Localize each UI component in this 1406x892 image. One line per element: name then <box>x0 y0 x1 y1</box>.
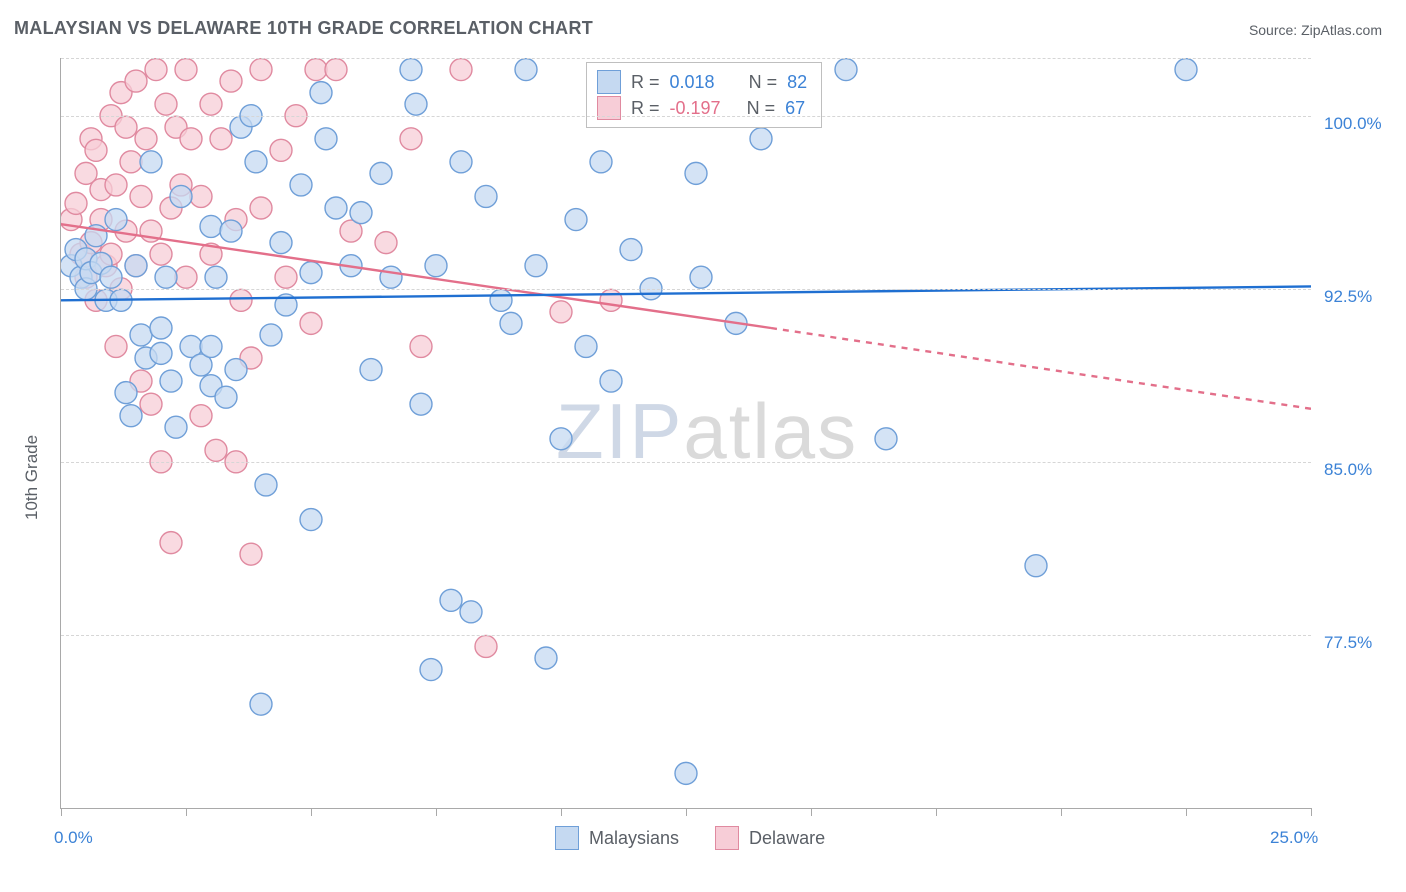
swatch-blue-icon <box>597 70 621 94</box>
y-tick-label: 85.0% <box>1324 460 1372 480</box>
y-tick-label: 92.5% <box>1324 287 1372 307</box>
scatter-svg <box>61 58 1311 808</box>
x-tick-last: 25.0% <box>1270 828 1318 848</box>
y-tick-label: 100.0% <box>1324 114 1382 134</box>
legend-label-pink: Delaware <box>749 828 825 849</box>
x-tick-first: 0.0% <box>54 828 93 848</box>
n-label-blue: N = <box>749 69 778 95</box>
legend-label-blue: Malaysians <box>589 828 679 849</box>
swatch-pink-icon <box>715 826 739 850</box>
source-label: Source: ZipAtlas.com <box>1249 22 1382 38</box>
y-tick-label: 77.5% <box>1324 633 1372 653</box>
legend-item-blue: Malaysians <box>555 826 679 850</box>
legend-stats-row-pink: R = -0.197 N = 67 <box>597 95 807 121</box>
r-value-pink: -0.197 <box>670 95 721 121</box>
n-value-pink: 67 <box>785 95 805 121</box>
r-value-blue: 0.018 <box>670 69 715 95</box>
chart-title: MALAYSIAN VS DELAWARE 10TH GRADE CORRELA… <box>14 18 593 39</box>
watermark: ZIPatlas <box>61 58 1311 808</box>
n-value-blue: 82 <box>787 69 807 95</box>
legend-item-pink: Delaware <box>715 826 825 850</box>
source-prefix: Source: <box>1249 22 1297 38</box>
r-label-blue: R = <box>631 69 660 95</box>
legend-series: Malaysians Delaware <box>555 826 825 850</box>
swatch-blue-icon <box>555 826 579 850</box>
n-label-pink: N = <box>747 95 776 121</box>
legend-stats-row-blue: R = 0.018 N = 82 <box>597 69 807 95</box>
r-label-pink: R = <box>631 95 660 121</box>
source-value: ZipAtlas.com <box>1301 22 1382 38</box>
legend-stats: R = 0.018 N = 82 R = -0.197 N = 67 <box>586 62 822 128</box>
plot-area: ZIPatlas R = 0.018 N = 82 R = -0.197 N =… <box>60 58 1311 809</box>
y-axis-label: 10th Grade <box>22 435 42 520</box>
